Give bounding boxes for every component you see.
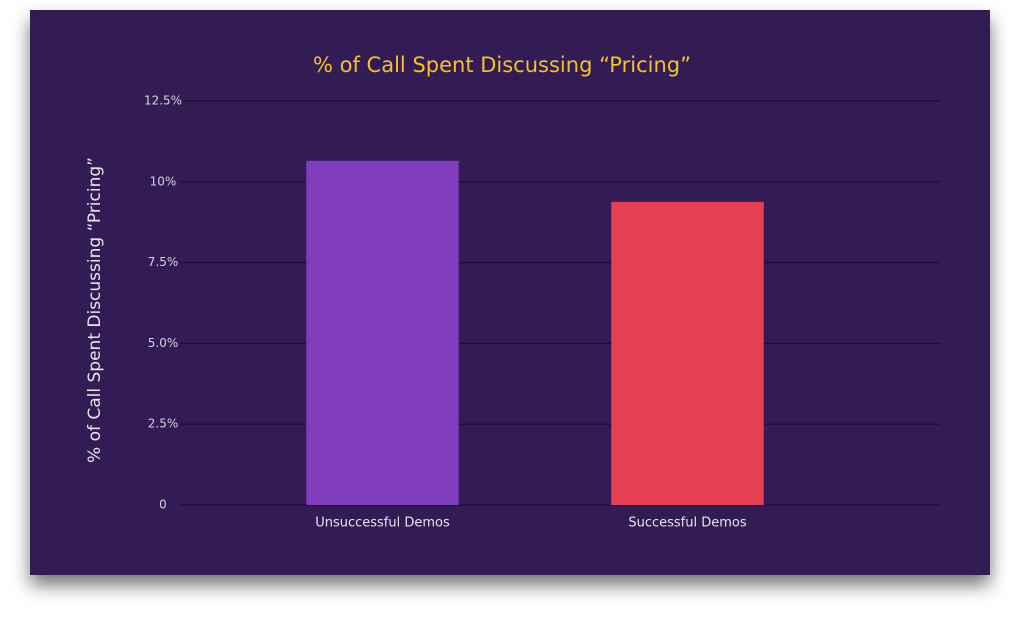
chart-title: % of Call Spent Discussing “Pricing” [313,53,691,77]
panel [30,10,990,575]
y-tick-label: 2.5% [148,417,179,431]
y-axis-label: % of Call Spent Discussing “Pricing” [85,157,105,463]
y-tick-label: 7.5% [148,255,179,269]
x-tick-label: Successful Demos [628,516,747,531]
y-tick-label: 12.5% [144,94,182,108]
y-tick-label: 0 [159,498,167,512]
x-tick-label: Unsuccessful Demos [315,516,450,531]
y-tick-label: 10% [150,174,177,188]
y-tick-label: 5.0% [148,336,179,350]
bar [306,160,459,506]
bar [611,201,764,506]
